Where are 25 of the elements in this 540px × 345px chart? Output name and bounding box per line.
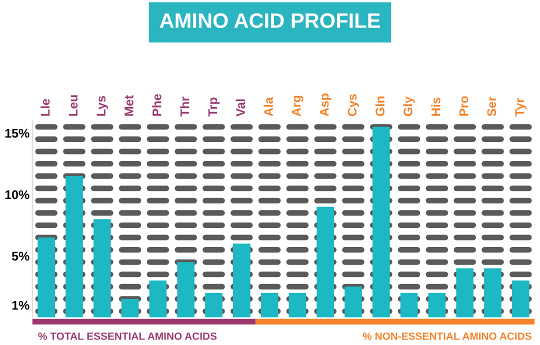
x-tick-label: Gln	[375, 96, 385, 116]
x-tick-label: Val	[236, 99, 246, 116]
y-tick-label: 15%	[5, 128, 30, 138]
x-tick-label: Met	[124, 95, 134, 116]
x-tick-label: Gly	[403, 96, 415, 116]
text: % TOTAL ESSENTIAL AMINO ACIDS	[38, 332, 217, 340]
x-tick-label: Arg	[292, 96, 304, 116]
x-tick-label: Lle	[40, 98, 50, 116]
y-tick-label: 5%	[12, 252, 30, 261]
x-tick-label: Ala	[264, 97, 273, 116]
x-tick-label: Thr	[180, 96, 190, 116]
x-tick-label: Asp	[320, 93, 332, 116]
x-tick-label: Phe	[152, 94, 162, 116]
y-tick-label: 10%	[5, 190, 30, 200]
x-tick-label: Tyr	[515, 98, 526, 116]
x-tick-label: Pro	[459, 96, 468, 116]
x-tick-label: Leu	[68, 95, 78, 116]
y-tick-label: 1%	[12, 300, 30, 310]
x-tick-label: Ser	[487, 96, 496, 116]
x-tick-label: Lys	[96, 96, 108, 116]
x-tick-label: Trp	[208, 98, 220, 116]
text: % NON-ESSENTIAL AMINO ACIDS	[362, 332, 532, 340]
chart-title: AMINO ACID PROFILE	[160, 13, 380, 28]
x-tick-label: Cys	[348, 94, 360, 116]
x-tick-label: His	[431, 98, 440, 116]
